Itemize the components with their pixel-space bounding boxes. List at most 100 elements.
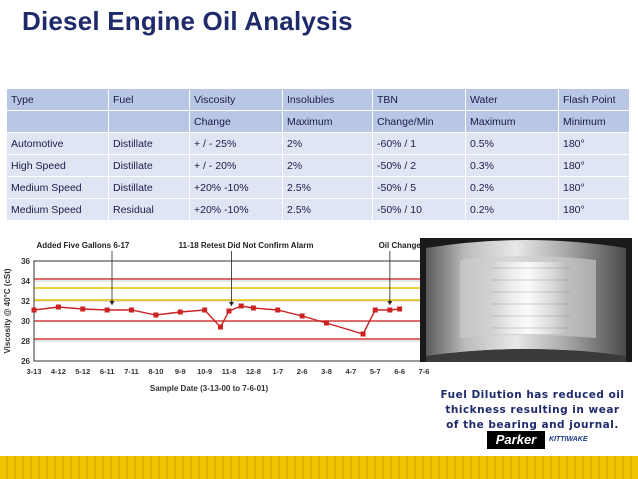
table-cell: Medium Speed: [6, 176, 109, 199]
data-point: [217, 324, 223, 330]
x-tick-label: 6-6: [394, 367, 405, 376]
table-header-cell: Water: [465, 88, 559, 111]
table-cell: + / - 20%: [189, 154, 283, 177]
y-axis-label: Viscosity @ 40°C (cSt): [3, 268, 12, 353]
data-point: [324, 320, 329, 326]
table-cell: 2%: [282, 132, 373, 155]
table-row: Medium Speed Distillate +20% -10% 2.5% -…: [6, 176, 630, 199]
data-point: [226, 308, 232, 314]
data-point: [387, 307, 393, 313]
caption-line: of the bearing and journal.: [446, 419, 619, 431]
y-tick-label: 28: [21, 337, 30, 346]
table-cell: +20% -10%: [189, 198, 283, 221]
oil-limits-table: Type Fuel Viscosity Insolubles TBN Water…: [6, 88, 630, 221]
table-row: Automotive Distillate + / - 25% 2% -60% …: [6, 132, 630, 155]
table-header-cell: Type: [6, 88, 109, 111]
table-cell: 2%: [282, 154, 373, 177]
x-tick-label: 4-7: [345, 367, 356, 376]
table-header-cell: [6, 110, 109, 133]
table-header-cell: Insolubles: [282, 88, 373, 111]
table-cell: 180°: [558, 176, 630, 199]
table-cell: + / - 25%: [189, 132, 283, 155]
data-point: [153, 312, 159, 318]
x-tick-label: 7-6: [419, 367, 430, 376]
table-cell: High Speed: [6, 154, 109, 177]
data-point: [55, 304, 61, 310]
y-tick-label: 36: [21, 257, 30, 266]
table-subheader-row: Change Maximum Change/Min Maximum Minimu…: [6, 110, 630, 133]
data-point: [129, 307, 134, 313]
table-cell: Residual: [108, 198, 190, 221]
table-cell: +20% -10%: [189, 176, 283, 199]
data-point: [177, 309, 183, 315]
x-tick-label: 6-11: [100, 367, 115, 376]
caption-line: Fuel Dilution has reduced oil: [440, 389, 625, 401]
photo-caption: Fuel Dilution has reduced oil thickness …: [435, 388, 630, 433]
data-point: [275, 307, 281, 313]
table-header-cell: Maximum: [282, 110, 373, 133]
table-row: High Speed Distillate + / - 20% 2% -50% …: [6, 154, 630, 177]
table-cell: -50% / 10: [372, 198, 466, 221]
table-header-cell: Fuel: [108, 88, 190, 111]
caption-line: thickness resulting in wear: [445, 404, 620, 416]
chart-annotation: Added Five Gallons 6-17: [36, 241, 129, 250]
x-tick-label: 8-10: [148, 367, 163, 376]
data-point: [80, 306, 86, 312]
table-cell: 0.5%: [465, 132, 559, 155]
table-header-cell: [108, 110, 190, 133]
chart-annotation: Oil Changed 05-17: [379, 241, 430, 250]
table-cell: -60% / 1: [372, 132, 466, 155]
table-header-cell: Change: [189, 110, 283, 133]
x-tick-label: 2-6: [297, 367, 308, 376]
x-tick-label: 7-11: [124, 367, 139, 376]
table-cell: 2.5%: [282, 198, 373, 221]
table-header-cell: Minimum: [558, 110, 630, 133]
table-header-cell: Maximum: [465, 110, 559, 133]
table-cell: 2.5%: [282, 176, 373, 199]
footer-bar: [0, 456, 638, 479]
table-cell: 0.3%: [465, 154, 559, 177]
parker-logo: Parker: [487, 431, 545, 449]
x-tick-label: 9-9: [175, 367, 186, 376]
data-point: [372, 307, 378, 313]
data-point: [238, 303, 244, 309]
table-header-cell: Change/Min: [372, 110, 466, 133]
viscosity-trend-chart: 36 34 32 30 28 263-13 4-12 5-12 6-11 7-11 8-10 9-9 1…: [0, 237, 430, 402]
table-cell: 0.2%: [465, 198, 559, 221]
table-cell: -50% / 2: [372, 154, 466, 177]
data-point: [202, 307, 208, 313]
table-header-row: Type Fuel Viscosity Insolubles TBN Water…: [6, 88, 630, 111]
x-tick-label: 4-12: [51, 367, 66, 376]
table-cell: Distillate: [108, 132, 190, 155]
y-tick-label: 34: [21, 277, 30, 286]
table-cell: 180°: [558, 154, 630, 177]
annotation-arrowhead: [228, 302, 234, 306]
worn-bearing-photo: [420, 238, 632, 362]
table-cell: 180°: [558, 132, 630, 155]
kittiwake-logo: KITTIWAKE: [549, 436, 588, 443]
x-tick-label: 5-12: [75, 367, 90, 376]
y-tick-label: 32: [21, 297, 30, 306]
table-cell: 0.2%: [465, 176, 559, 199]
y-tick-label: 26: [21, 357, 30, 366]
x-tick-label: 3-8: [321, 367, 332, 376]
data-point: [104, 307, 110, 313]
data-point: [360, 331, 366, 337]
table-header-cell: Flash Point: [558, 88, 630, 111]
x-tick-label: 1-7: [272, 367, 283, 376]
annotation-arrowhead: [387, 301, 393, 305]
page-title: Diesel Engine Oil Analysis: [22, 6, 353, 36]
table-cell: Distillate: [108, 154, 190, 177]
data-point: [250, 305, 256, 311]
table-header-cell: TBN: [372, 88, 466, 111]
chart-annotation: 11-18 Retest Did Not Confirm Alarm: [179, 241, 314, 250]
x-tick-label: 3-13: [26, 367, 41, 376]
y-tick-label: 30: [21, 317, 30, 326]
table-cell: Distillate: [108, 176, 190, 199]
x-tick-label: 11-8: [222, 367, 237, 376]
table-cell: Automotive: [6, 132, 109, 155]
data-point: [299, 313, 305, 319]
x-tick-label: 12-8: [246, 367, 261, 376]
x-tick-label: 5-7: [370, 367, 381, 376]
x-tick-label: 10-9: [197, 367, 212, 376]
